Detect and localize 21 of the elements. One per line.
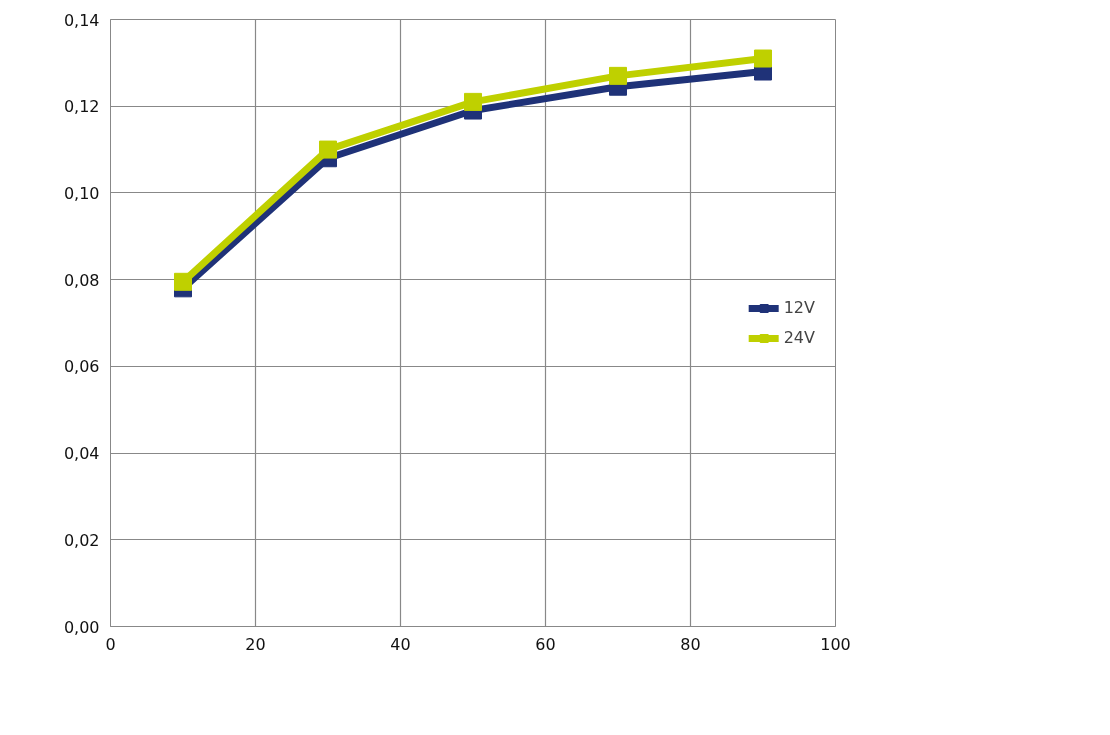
y-tick-label: 0,04 xyxy=(63,444,100,464)
y-tick-label: 0,00 xyxy=(63,617,100,637)
y-tick-label: 0,08 xyxy=(63,270,100,290)
y-tick-label: 0,06 xyxy=(63,357,100,377)
y-tick-label: 0,12 xyxy=(63,97,100,117)
x-tick-label: 20 xyxy=(245,634,266,654)
y-tick-label: 0,02 xyxy=(63,530,100,550)
point xyxy=(319,140,337,159)
point xyxy=(174,272,192,291)
x-tick-label: 60 xyxy=(535,634,556,654)
point xyxy=(464,92,482,111)
y-tick-label: 0,14 xyxy=(63,10,100,30)
point xyxy=(754,49,772,68)
x-tick-label: 100 xyxy=(820,634,851,654)
legend-label: 12V xyxy=(783,298,815,317)
x-tick-label: 80 xyxy=(680,634,701,654)
x-tick-label: 40 xyxy=(390,634,411,654)
point xyxy=(609,66,627,85)
x-tick-label: 0 xyxy=(105,634,116,654)
legend-label: 24V xyxy=(783,328,815,347)
y-tick-label: 0,10 xyxy=(63,183,100,203)
